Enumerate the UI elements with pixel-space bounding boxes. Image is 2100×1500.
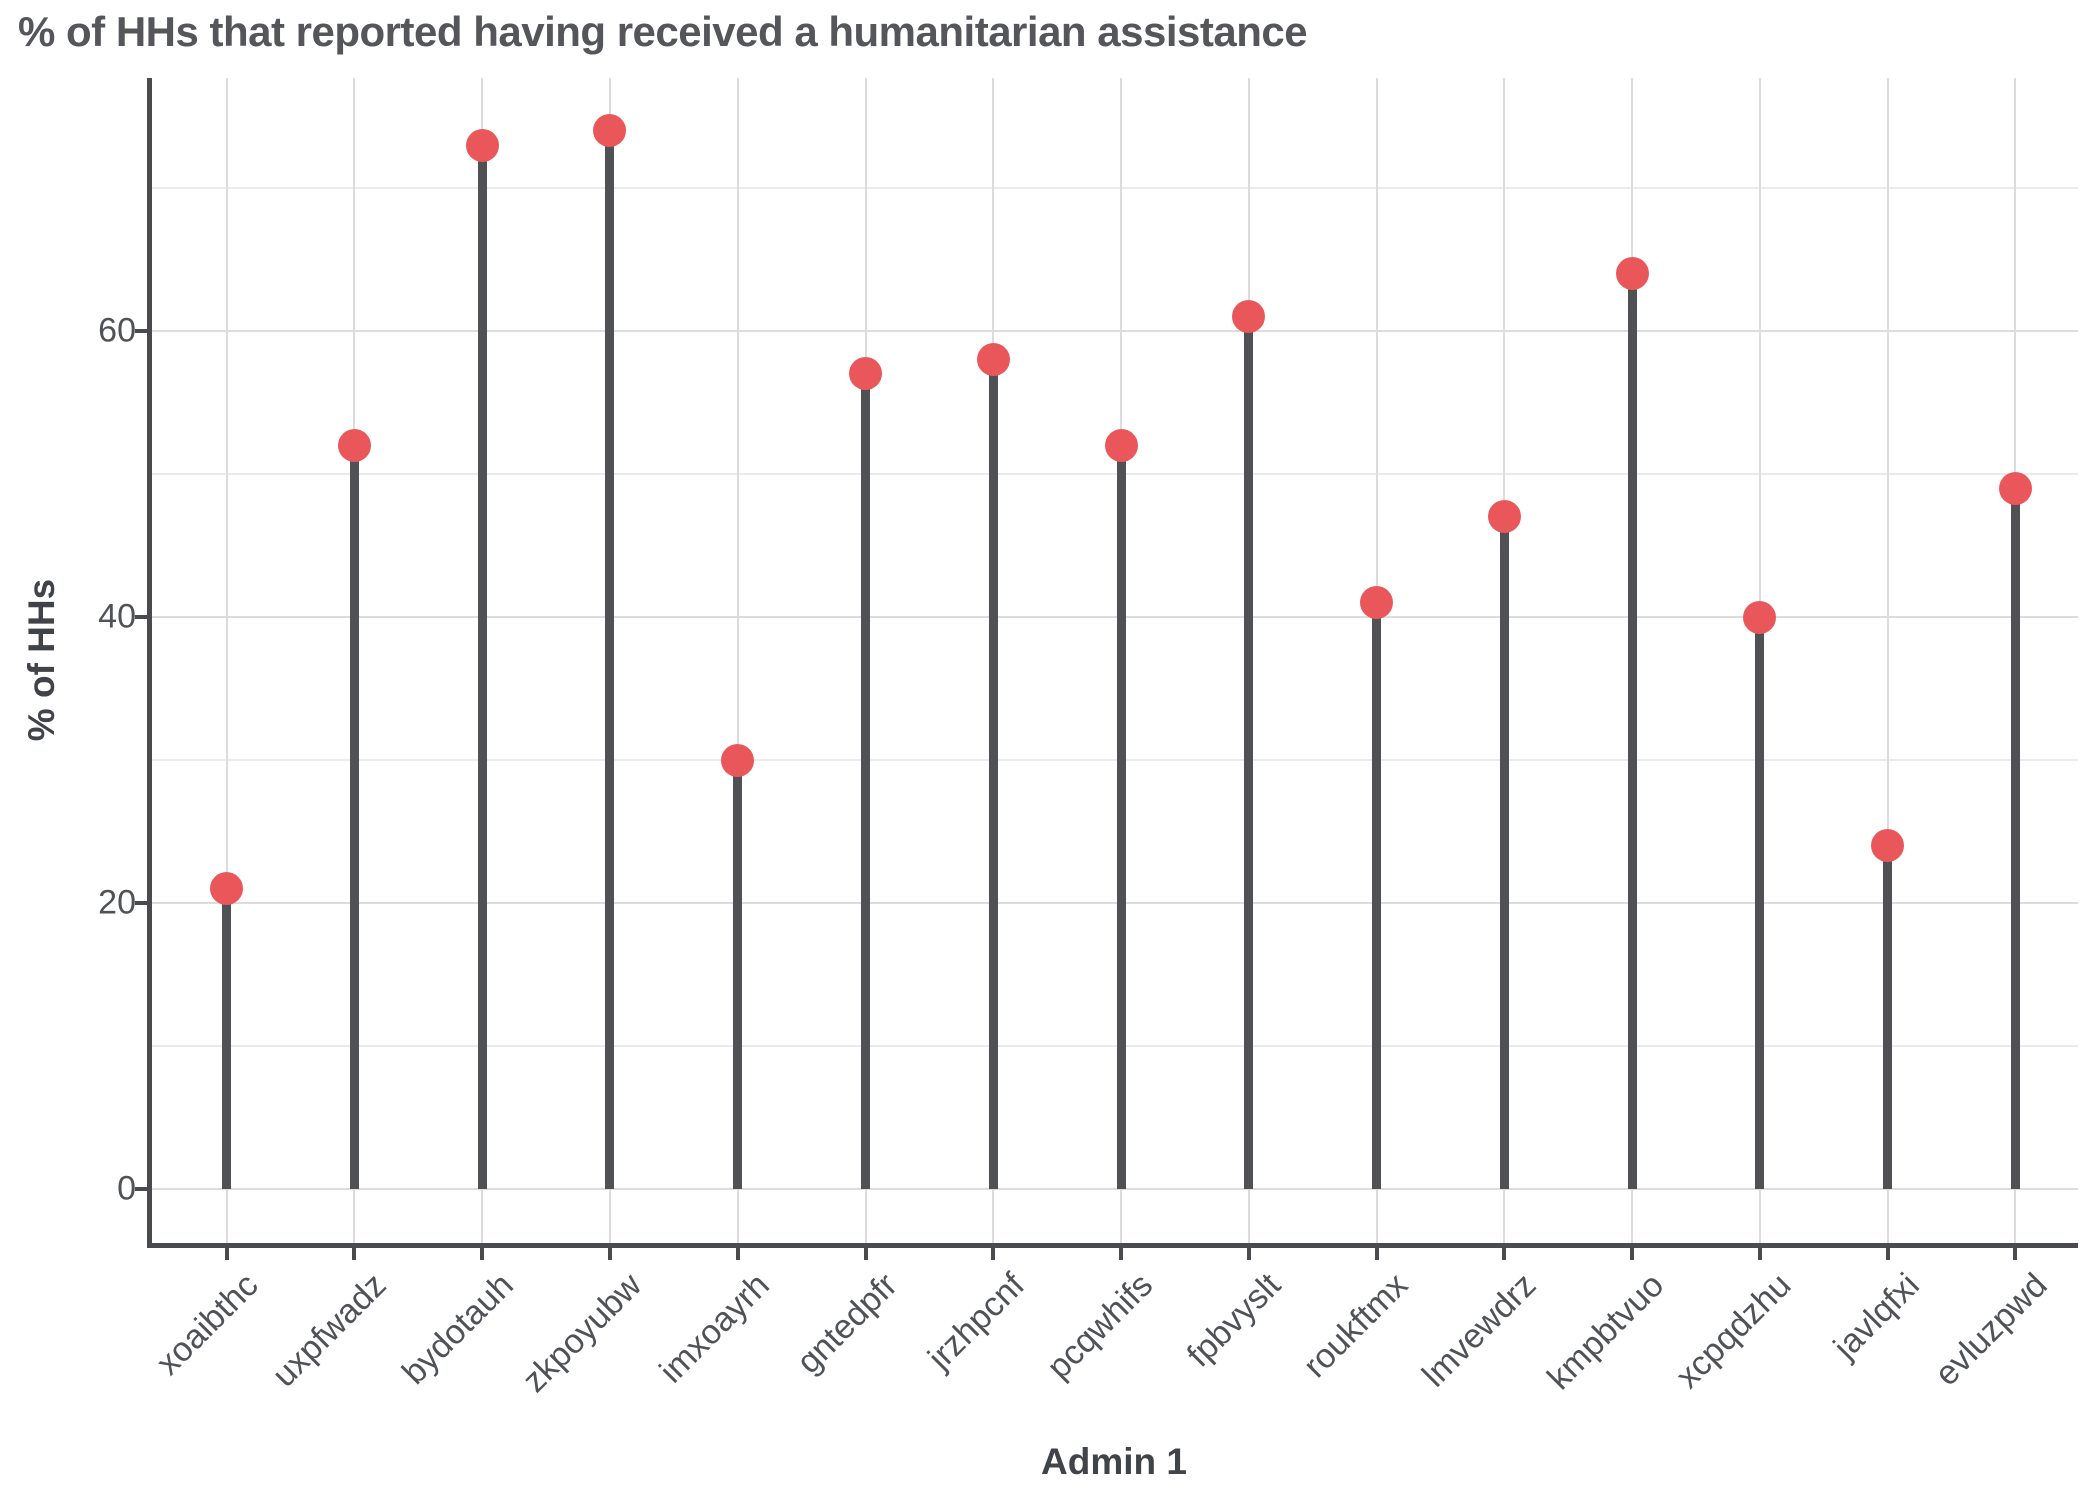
x-axis-tick <box>991 1248 996 1260</box>
y-axis-tick <box>135 1187 147 1191</box>
x-tick-label: imxoayrh <box>652 1266 777 1391</box>
x-tick-label: gntedpfr <box>789 1266 905 1382</box>
data-point-dot <box>593 114 627 148</box>
x-axis-tick <box>863 1248 868 1260</box>
y-axis-tick <box>135 615 147 619</box>
gridline-major-y <box>150 902 2078 904</box>
x-tick-label: fpbvyslt <box>1179 1266 1288 1375</box>
x-tick-label: kmpbtvuo <box>1539 1266 1671 1398</box>
x-axis-tick <box>1502 1248 1507 1260</box>
data-point-dot <box>849 357 882 391</box>
gridline-x <box>1886 78 1889 1243</box>
y-tick-label: 20 <box>98 883 136 922</box>
y-tick-label: 60 <box>98 311 136 350</box>
data-point-dot <box>1743 600 1777 634</box>
gridline-minor-y <box>150 1045 2078 1047</box>
chart-title: % of HHs that reported having received a… <box>18 8 1308 55</box>
x-axis-tick <box>607 1248 612 1260</box>
lollipop-stem <box>1372 602 1382 1189</box>
x-axis-tick <box>352 1248 357 1260</box>
gridline-major-y <box>150 616 2078 618</box>
lollipop-stem <box>733 760 743 1189</box>
x-axis-tick <box>224 1248 229 1260</box>
data-point-dot <box>1360 586 1394 620</box>
lollipop-stem <box>605 130 615 1189</box>
lollipop-stem <box>1883 845 1893 1189</box>
lollipop-stem <box>1627 273 1637 1189</box>
x-axis-tick <box>1885 1248 1890 1260</box>
lollipop-stem <box>861 373 870 1189</box>
data-point-dot <box>1487 500 1521 534</box>
gridline-x <box>736 78 739 1243</box>
x-axis-tick <box>1757 1248 1762 1260</box>
x-axis-tick <box>1246 1248 1251 1260</box>
x-axis-tick <box>480 1248 485 1260</box>
lollipop-stem <box>1116 445 1126 1189</box>
lollipop-stem <box>1499 516 1509 1189</box>
data-point-dot <box>1871 829 1905 863</box>
x-tick-label: uxpfwadz <box>264 1266 394 1395</box>
x-tick-label: jrzhpcnf <box>921 1266 1033 1378</box>
gridline-major-y <box>150 330 2078 332</box>
x-tick-label: pcqwhifs <box>1039 1266 1160 1387</box>
lollipop-stem <box>349 445 359 1189</box>
lollipop-stem <box>2010 488 2020 1189</box>
x-axis-tick <box>2013 1248 2018 1260</box>
gridline-minor-y <box>150 473 2078 475</box>
lollipop-stem <box>477 145 487 1189</box>
x-tick-label: roukftmx <box>1296 1266 1416 1386</box>
x-axis-tick <box>1119 1248 1124 1260</box>
x-axis-tick <box>735 1248 740 1260</box>
x-tick-label: lmvewdrz <box>1414 1266 1544 1395</box>
x-axis-line <box>147 1243 2078 1248</box>
lollipop-stem <box>222 888 232 1189</box>
data-point-dot <box>1998 471 2032 505</box>
y-tick-label: 40 <box>98 597 136 636</box>
x-tick-label: bydotauh <box>395 1266 522 1392</box>
x-tick-label: xoaibthc <box>149 1266 266 1383</box>
y-axis-line <box>147 78 152 1248</box>
x-axis-tick <box>1630 1248 1635 1260</box>
data-point-dot <box>210 872 244 906</box>
data-point-dot <box>1232 300 1266 334</box>
gridline-major-y <box>150 1188 2078 1190</box>
y-axis-tick <box>135 901 147 905</box>
gridline-minor-y <box>150 759 2078 761</box>
data-point-dot <box>721 743 755 777</box>
data-point-dot <box>337 428 371 462</box>
y-tick-label: 0 <box>117 1169 136 1208</box>
x-axis-tick <box>1374 1248 1379 1260</box>
x-tick-label: xcpqdzhu <box>1668 1266 1799 1396</box>
lollipop-stem <box>988 359 998 1189</box>
gridline-x <box>225 78 228 1243</box>
x-axis-title: Admin 1 <box>1041 1441 1187 1482</box>
lollipop-stem <box>1244 316 1254 1189</box>
x-tick-label: javlqfxi <box>1826 1266 1927 1367</box>
data-point-dot <box>1615 257 1649 291</box>
gridline-minor-y <box>150 187 2078 189</box>
y-axis-tick <box>135 329 147 333</box>
x-tick-label: evluzpwd <box>1927 1266 2055 1394</box>
x-tick-label: zkpoyubw <box>515 1266 649 1400</box>
lollipop-stem <box>1755 617 1765 1189</box>
data-point-dot <box>465 128 499 162</box>
data-point-dot <box>976 343 1010 377</box>
data-point-dot <box>1104 428 1138 462</box>
